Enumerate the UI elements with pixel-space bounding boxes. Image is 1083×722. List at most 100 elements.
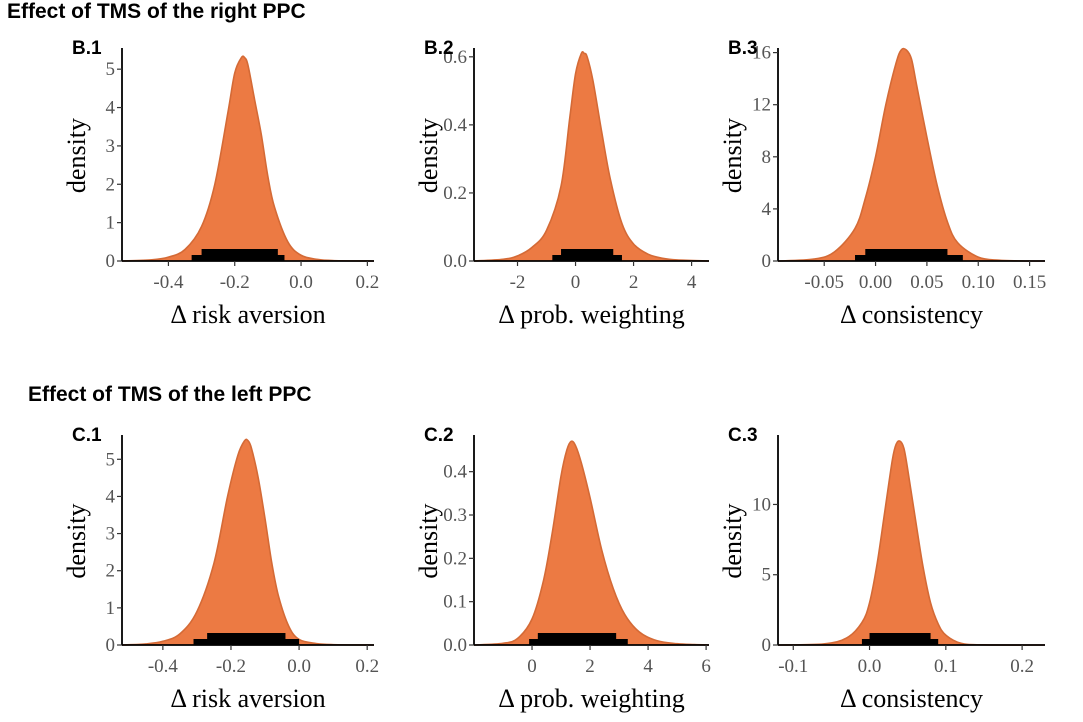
chart-b-1-x-tick-label: 0.2 <box>355 272 379 293</box>
chart-c-1-y-tick-label: 4 <box>106 486 116 507</box>
chart-b-1-x-tick-label: 0.0 <box>289 272 313 293</box>
chart-b-2-y-tick-label: 0.2 <box>443 183 467 204</box>
chart-c-2-y-tick-label: 0.3 <box>443 505 467 526</box>
chart-c-3-x-tick-label: 0.2 <box>1010 656 1034 677</box>
chart-b-2-y-tick-label: 0.0 <box>443 251 467 272</box>
section-title-right-ppc: Effect of TMS of the right PPC <box>7 0 306 23</box>
chart-c-2-y-axis-label: density <box>414 503 443 578</box>
chart-b-3-y-tick-label: 12 <box>752 95 771 116</box>
chart-b-3-panel-label: B.3 <box>728 38 758 59</box>
chart-b-2-density-line <box>473 50 710 262</box>
chart-b-1-y-tick-label: 5 <box>106 59 116 80</box>
chart-b-1-y-tick-label: 0 <box>106 251 116 272</box>
chart-c-2-y-tick-label: 0.1 <box>443 592 467 613</box>
chart-b-3-interval-inner <box>865 249 948 261</box>
chart-c-1-y-tick-label: 3 <box>106 524 116 545</box>
chart-c-2-y-tick-label: 0.2 <box>443 548 467 569</box>
chart-b-1-panel-label: B.1 <box>72 38 102 59</box>
chart-b-3-x-tick-label: -0.05 <box>804 272 844 293</box>
chart-b-1-interval-inner <box>201 249 278 261</box>
chart-c-3-x-tick-label: 0.0 <box>858 656 882 677</box>
chart-b-1-y-tick-label: 2 <box>106 174 116 195</box>
chart-c-2-x-tick-label: 2 <box>585 656 595 677</box>
chart-c-1-density-area <box>122 439 374 645</box>
chart-c-1-x-axis-label: Δ risk aversion <box>170 684 325 713</box>
chart-b-1: -0.4 -0.2 0.0 0.2 0 1 2 3 4 5 Δ risk aversion densi… <box>62 38 379 329</box>
chart-b-3-x-axis-label: Δ consistency <box>840 300 983 329</box>
chart-c-2-x-axis-label: Δ prob. weighting <box>498 684 684 713</box>
chart-c-1-panel-label: C.1 <box>72 425 102 446</box>
chart-c-2-y-tick-label: 0.0 <box>443 635 467 656</box>
chart-c-1: -0.4 -0.2 0.0 0.2 0 1 2 3 4 5 Δ risk aversion densi… <box>62 425 379 713</box>
chart-c-1-x-tick-label: -0.4 <box>148 656 179 677</box>
chart-b-3-y-tick-label: 4 <box>762 199 772 220</box>
chart-c-3-y-tick-label: 0 <box>762 635 772 656</box>
chart-b-1-x-tick-label: -0.4 <box>153 272 184 293</box>
chart-b-3-y-axis-label: density <box>718 118 747 193</box>
chart-c-3-density-line <box>777 440 1046 646</box>
chart-c-2-panel-label: C.2 <box>424 425 454 446</box>
chart-c-3: -0.1 0.0 0.1 0.2 0 5 10 Δ consistency density C.3 <box>718 425 1046 713</box>
chart-b-2-x-tick-label: -2 <box>510 272 526 293</box>
chart-b-2-x-axis-label: Δ prob. weighting <box>498 300 684 329</box>
chart-b-3-x-tick-label: 0.15 <box>1013 272 1046 293</box>
chart-c-3-density-area <box>778 440 1045 646</box>
chart-b-2-y-tick-label: 0.4 <box>443 115 467 136</box>
chart-c-3-panel-label: C.3 <box>728 425 758 446</box>
chart-c-1-x-tick-label: 0.2 <box>355 656 379 677</box>
chart-c-1-density-line <box>121 438 375 646</box>
chart-b-2-panel-label: B.2 <box>424 38 454 59</box>
chart-b-3-y-tick-label: 0 <box>762 251 772 272</box>
chart-b-2-x-tick-label: 4 <box>687 272 697 293</box>
chart-c-2-density-line <box>473 440 710 646</box>
chart-b-3-y-tick-label: 8 <box>762 147 772 168</box>
chart-c-1-x-tick-label: 0.0 <box>287 656 311 677</box>
chart-b-3-density-line <box>777 47 1046 262</box>
chart-b-1-x-axis-label: Δ risk aversion <box>170 300 325 329</box>
chart-c-1-interval-inner <box>207 633 286 645</box>
chart-b-2-interval-inner <box>561 249 614 261</box>
chart-b-1-density-area <box>122 56 374 261</box>
chart-c-1-x-tick-label: -0.2 <box>216 656 246 677</box>
chart-c-1-y-tick-label: 2 <box>106 561 116 582</box>
chart-c-1-y-axis-label: density <box>62 503 91 578</box>
chart-b-1-x-tick-label: -0.2 <box>220 272 250 293</box>
chart-b-3: -0.05 0.00 0.05 0.10 0.15 0 4 8 12 16 Δ consistenc… <box>718 38 1046 329</box>
chart-b-3-density-area <box>778 48 1045 261</box>
chart-c-3-x-tick-label: -0.1 <box>778 656 808 677</box>
chart-b-2: -2 0 2 4 0.0 0.2 0.4 0.6 Δ prob. weighting densit… <box>414 38 710 329</box>
chart-c-2: 0 2 4 6 0.0 0.1 0.2 0.3 0.4 Δ prob. weighting dens… <box>414 425 711 713</box>
chart-c-1-y-tick-label: 0 <box>106 635 116 656</box>
chart-c-3-y-axis-label: density <box>718 503 747 578</box>
chart-c-1-y-tick-label: 1 <box>106 598 116 619</box>
chart-c-2-x-tick-label: 4 <box>643 656 653 677</box>
chart-b-1-density-line <box>121 55 375 262</box>
chart-b-3-x-tick-label: 0.00 <box>859 272 892 293</box>
chart-c-2-x-tick-label: 0 <box>527 656 537 677</box>
chart-b-3-x-tick-label: 0.10 <box>962 272 995 293</box>
chart-c-2-density-area <box>474 441 709 645</box>
chart-c-3-x-axis-label: Δ consistency <box>840 684 983 713</box>
chart-c-3-y-tick-label: 10 <box>752 494 771 515</box>
chart-b-1-y-tick-label: 1 <box>106 213 116 234</box>
chart-c-2-interval-inner <box>537 633 617 645</box>
chart-c-1-y-tick-label: 5 <box>106 449 116 470</box>
chart-c-2-x-tick-label: 6 <box>701 656 711 677</box>
chart-b-2-y-axis-label: density <box>414 118 443 193</box>
chart-b-1-y-tick-label: 3 <box>106 136 116 157</box>
chart-b-2-x-tick-label: 2 <box>629 272 639 293</box>
chart-c-3-interval-inner <box>869 633 931 645</box>
chart-b-1-y-axis-label: density <box>62 118 91 193</box>
chart-c-2-y-tick-label: 0.4 <box>443 462 467 483</box>
chart-b-3-y-tick-label: 16 <box>752 43 771 64</box>
chart-b-1-y-tick-label: 4 <box>106 98 116 119</box>
chart-b-2-y-tick-label: 0.6 <box>443 47 467 68</box>
chart-b-2-density-area <box>474 51 709 261</box>
chart-c-3-y-tick-label: 5 <box>762 565 772 586</box>
chart-c-3-x-tick-label: 0.1 <box>934 656 958 677</box>
section-title-left-ppc: Effect of TMS of the left PPC <box>28 383 312 406</box>
chart-b-2-x-tick-label: 0 <box>571 272 581 293</box>
chart-b-3-x-tick-label: 0.05 <box>910 272 943 293</box>
